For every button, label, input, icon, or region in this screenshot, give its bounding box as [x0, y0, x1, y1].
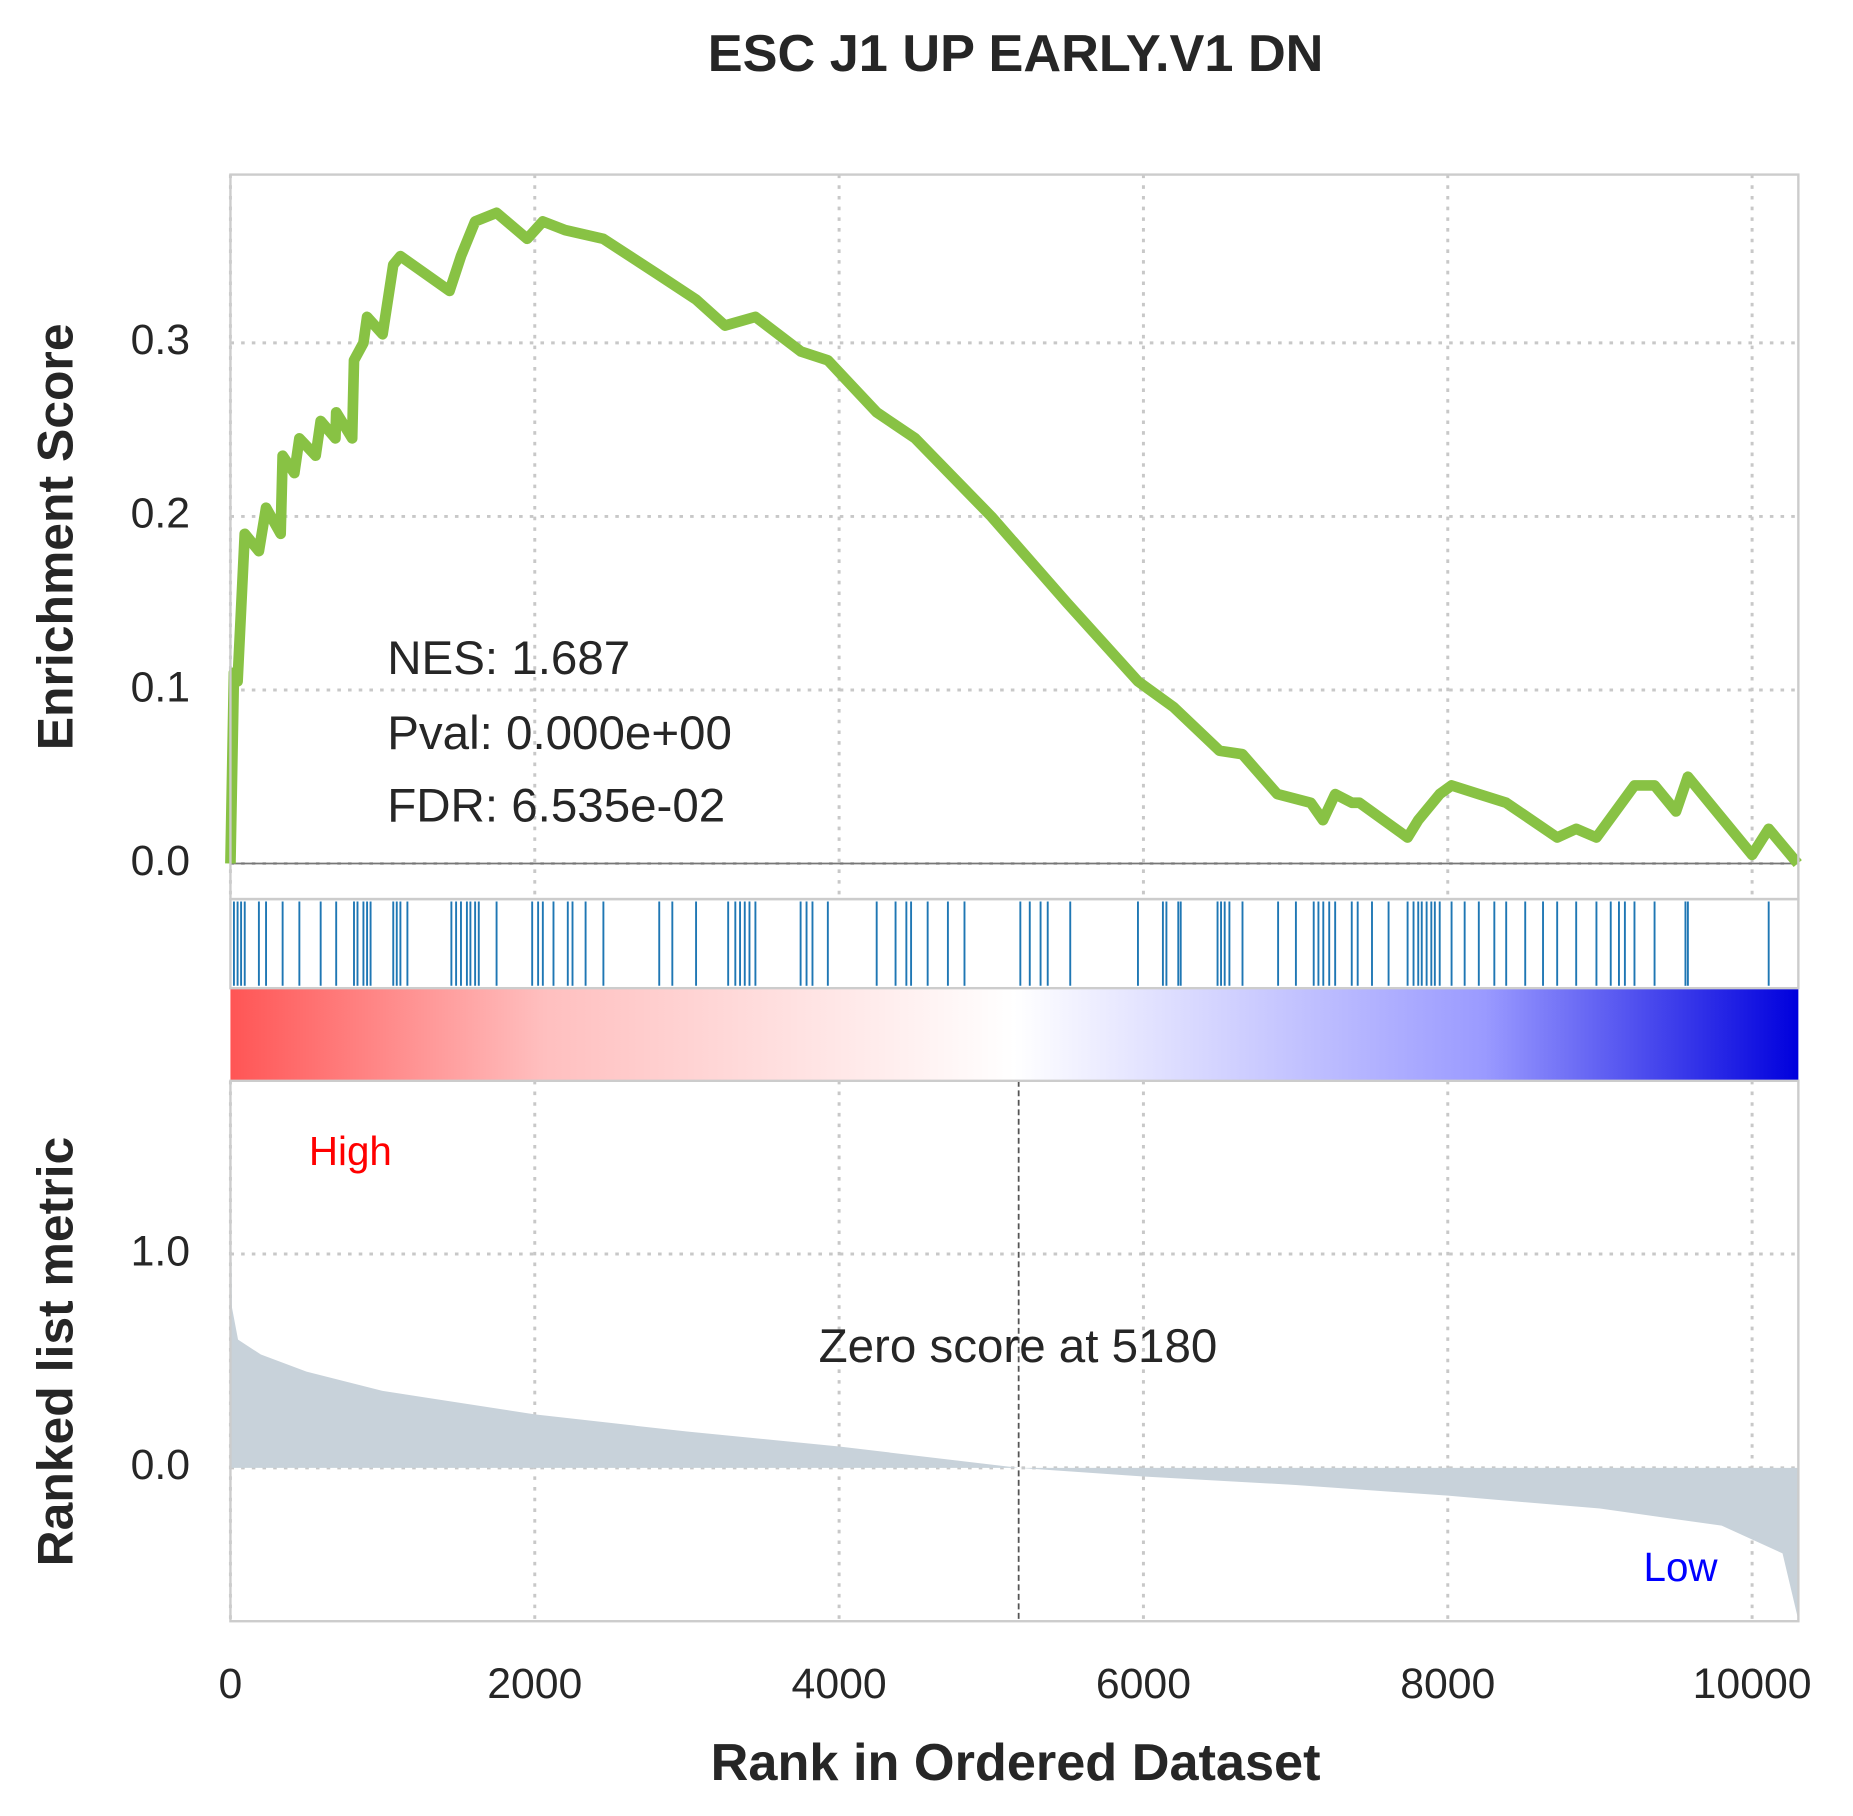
annotation: Pval: 0.000e+00	[387, 707, 732, 760]
plot-layer: 0.0 0.1 0.2 0.3 0.0 1.0 0 2000 4000 6000 8000 10000	[131, 174, 1812, 1708]
es-line	[225, 207, 1802, 867]
metric-frame	[229, 1079, 1800, 1623]
y-tick-label: 0.0	[131, 1441, 190, 1489]
y-tick-label: 0.3	[131, 316, 190, 364]
low-label: Low	[1644, 1544, 1719, 1590]
y-tick-label: 0.1	[131, 663, 190, 711]
chart-title: ESC J1 UP EARLY.V1 DN	[708, 25, 1324, 83]
y-axis-label: Enrichment Score	[28, 323, 84, 750]
annotation: FDR: 6.535e-02	[387, 779, 725, 832]
x-axis-label: Rank in Ordered Dataset	[711, 1734, 1321, 1792]
y-tick-label: 0.0	[131, 837, 190, 885]
x-tick-label: 8000	[1400, 1660, 1495, 1708]
y-tick-label: 1.0	[131, 1227, 190, 1275]
metric-area	[230, 1093, 1798, 1618]
frames	[229, 173, 1800, 1623]
annotation: NES: 1.687	[387, 632, 630, 685]
y-tick-label: 0.2	[131, 490, 190, 538]
zero-score-label: Zero score at 5180	[819, 1320, 1218, 1373]
hits-frame	[229, 897, 1800, 990]
color-bar	[230, 988, 1799, 1081]
x-tick-label: 4000	[792, 1660, 887, 1708]
background	[230, 988, 1799, 1081]
x-tick-label: 6000	[1096, 1660, 1191, 1708]
y-axis-label: Ranked list metric	[28, 1137, 84, 1567]
x-tick-label: 10000	[1693, 1660, 1812, 1708]
x-tick-label: 0	[219, 1660, 243, 1708]
high-label: High	[309, 1128, 392, 1174]
x-tick-label: 2000	[487, 1660, 582, 1708]
